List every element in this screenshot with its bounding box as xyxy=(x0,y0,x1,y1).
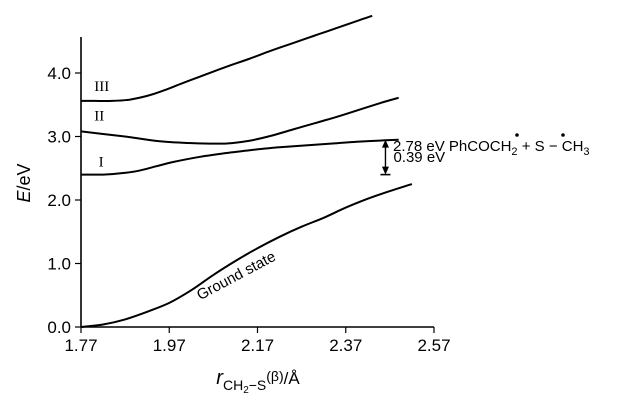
x-axis-label-unit: /Å xyxy=(284,369,301,388)
products-plus: + xyxy=(518,138,535,155)
curve-label-III: III xyxy=(94,79,109,95)
axis-ticks xyxy=(75,72,435,333)
gap-arrowhead-top xyxy=(381,139,389,148)
energy-gap-marker xyxy=(380,139,391,176)
x-axis-label-subscript: CH xyxy=(223,377,243,393)
curve-ii xyxy=(80,96,399,145)
products-energy: 2.78 eV xyxy=(393,138,445,155)
x-tick-label: 2.37 xyxy=(329,336,362,355)
x-tick-label: 2.57 xyxy=(417,336,450,355)
products-tail: − CH xyxy=(545,138,584,155)
radical-dot-carbon xyxy=(515,133,519,137)
products-fragment2: S xyxy=(535,138,545,155)
x-tick-label: 1.77 xyxy=(64,336,97,355)
y-tick-label: 3.0 xyxy=(47,128,71,147)
y-tick-label: 1.0 xyxy=(47,255,71,274)
curve-ground-state xyxy=(80,183,413,328)
products-sub1: 2 xyxy=(511,146,517,158)
curve-iii xyxy=(81,14,373,103)
products-fragment1: PhCOCH xyxy=(449,138,512,155)
x-tick-label: 1.97 xyxy=(153,336,186,355)
x-axis-label-subscript-num: 2 xyxy=(243,385,249,393)
products-sub2: 3 xyxy=(583,146,589,158)
gap-label: 0.39 eV xyxy=(393,149,445,166)
x-axis-label-mid: −S xyxy=(249,377,267,393)
products-annotation: 2.78 eV PhCOCH2 + S − CH3 xyxy=(393,138,590,158)
gap-arrowhead-bottom xyxy=(381,166,389,175)
y-tick-label: 2.0 xyxy=(47,191,71,210)
curve-label-II: II xyxy=(94,109,104,125)
curve-label-I: I xyxy=(99,154,104,170)
curve-i xyxy=(80,138,399,176)
x-tick-label: 2.17 xyxy=(241,336,274,355)
y-tick-label: 4.0 xyxy=(47,64,71,83)
x-axis-label-symbol: r xyxy=(216,367,224,389)
radical-dot-sulfur xyxy=(561,133,565,137)
x-axis-label: rCH2−S(β)/Å xyxy=(216,367,300,393)
y-tick-label: 0.0 xyxy=(47,318,71,337)
y-axis-label-unit: /eV xyxy=(14,163,34,190)
curve-label-ground-state: Ground state xyxy=(194,248,279,304)
y-axis-label-symbol: E xyxy=(14,190,34,203)
x-axis-label-sup: (β) xyxy=(266,368,283,384)
energy-curves xyxy=(80,14,413,328)
y-axis-label: E/eV xyxy=(14,163,34,202)
axis-tick-labels: 1.77 1.97 2.17 2.37 2.57 0.0 1.0 2.0 3.0 4.0 xyxy=(47,64,450,355)
